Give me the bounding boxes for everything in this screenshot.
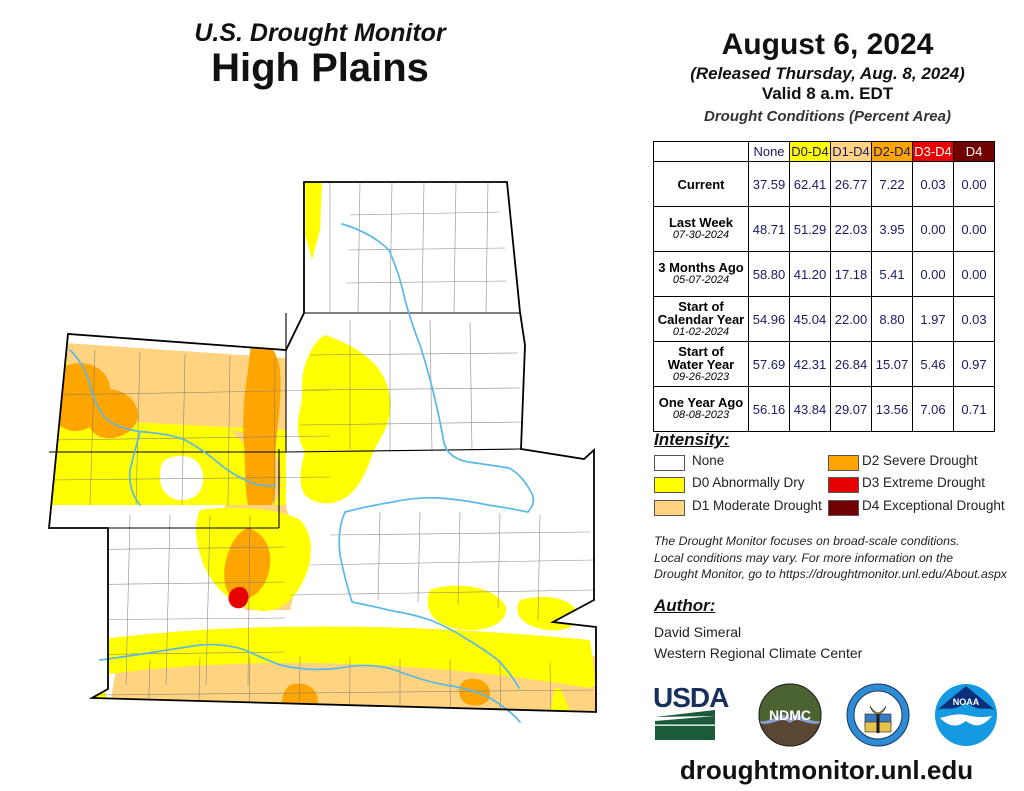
svg-text:USDA: USDA: [653, 682, 729, 713]
svg-text:NDMC: NDMC: [769, 707, 811, 723]
svg-text:NOAA: NOAA: [953, 697, 980, 707]
